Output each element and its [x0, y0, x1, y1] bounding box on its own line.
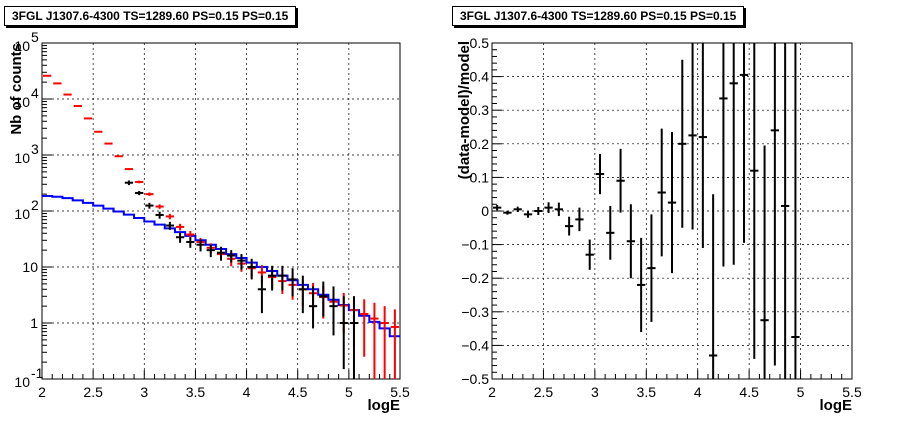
right-y-tick-label: 0.2: [470, 136, 490, 152]
left-ticks: [41, 45, 401, 380]
right-y-tick-label: 0: [481, 203, 489, 219]
left-y-tick-exponent: 5: [31, 29, 39, 45]
left-x-tick-label: 3.5: [186, 384, 206, 400]
right-ticks: [491, 42, 853, 380]
right-plot-frame: [491, 42, 853, 380]
right-x-tick-label: 4.5: [739, 384, 759, 400]
right-chart-title: 3FGL J1307.6-4300 TS=1289.60 PS=0.15 PS=…: [452, 6, 745, 26]
left-x-tick-label: 2.5: [83, 384, 103, 400]
residual-points: [493, 43, 800, 379]
left-y-tick-exponent: 2: [31, 197, 39, 213]
left-grid: [42, 43, 400, 379]
background-model-step: [42, 195, 400, 338]
left-y-tick-label: 10: [14, 206, 30, 222]
left-plot-frame: [41, 42, 401, 380]
right-y-tick-label: −0.1: [461, 237, 489, 253]
left-y-axis-title: Nb of counts: [8, 43, 25, 135]
right-y-tick-label: 0.1: [470, 169, 490, 185]
left-x-tick-label: 5: [345, 384, 353, 400]
left-y-tick-exponent: -1: [31, 365, 44, 381]
left-x-tick-label: 4.5: [288, 384, 308, 400]
right-x-tick-label: 2.5: [534, 384, 554, 400]
left-y-tick-label: 10: [14, 94, 30, 110]
left-chart: 2 2.5 3 3.5 4 4.5 5 5.510-1110102103104105logEN…: [8, 29, 410, 414]
right-y-tick-label: −0.4: [461, 337, 489, 353]
right-y-tick-label: 0.5: [470, 35, 490, 51]
right-y-tick-label: −0.5: [461, 371, 489, 387]
left-y-tick-label: 1: [30, 315, 38, 331]
right-y-tick-label: −0.3: [461, 304, 489, 320]
left-y-tick-label: 10: [14, 150, 30, 166]
left-y-tick-label: 10: [22, 259, 38, 275]
right-x-tick-label: 2: [488, 384, 496, 400]
right-x-tick-label: 5.5: [842, 384, 862, 400]
right-y-tick-label: 0.4: [470, 69, 490, 85]
left-y-tick-label: 10: [14, 38, 30, 54]
right-y-axis-title: (data-model)/model: [456, 41, 473, 179]
right-y-tick-label: −0.2: [461, 270, 489, 286]
left-x-tick-label: 2: [38, 384, 46, 400]
left-chart-title: 3FGL J1307.6-4300 TS=1289.60 PS=0.15 PS=…: [4, 6, 297, 26]
right-x-tick-label: 3.5: [637, 384, 657, 400]
left-x-tick-label: 5.5: [390, 384, 410, 400]
left-y-tick-label: 10: [14, 374, 30, 390]
right-x-axis-title: logE: [820, 397, 853, 414]
right-x-tick-label: 4: [694, 384, 702, 400]
model-points: [43, 74, 399, 379]
left-x-tick-label: 4: [243, 384, 251, 400]
right-y-tick-label: 0.3: [470, 102, 490, 118]
left-y-tick-exponent: 4: [31, 85, 39, 101]
left-x-axis-title: logE: [368, 397, 401, 414]
right-x-tick-label: 5: [797, 384, 805, 400]
right-chart: 2 2.5 3 3.5 4 4.5 5 5.5 −0.5 −0.4 −0.3 −0.2 −0.1 0 0.1…: [456, 35, 862, 414]
right-x-tick-label: 3: [591, 384, 599, 400]
data-points: [124, 180, 359, 379]
left-x-tick-label: 3: [140, 384, 148, 400]
left-y-tick-exponent: 3: [31, 141, 39, 157]
